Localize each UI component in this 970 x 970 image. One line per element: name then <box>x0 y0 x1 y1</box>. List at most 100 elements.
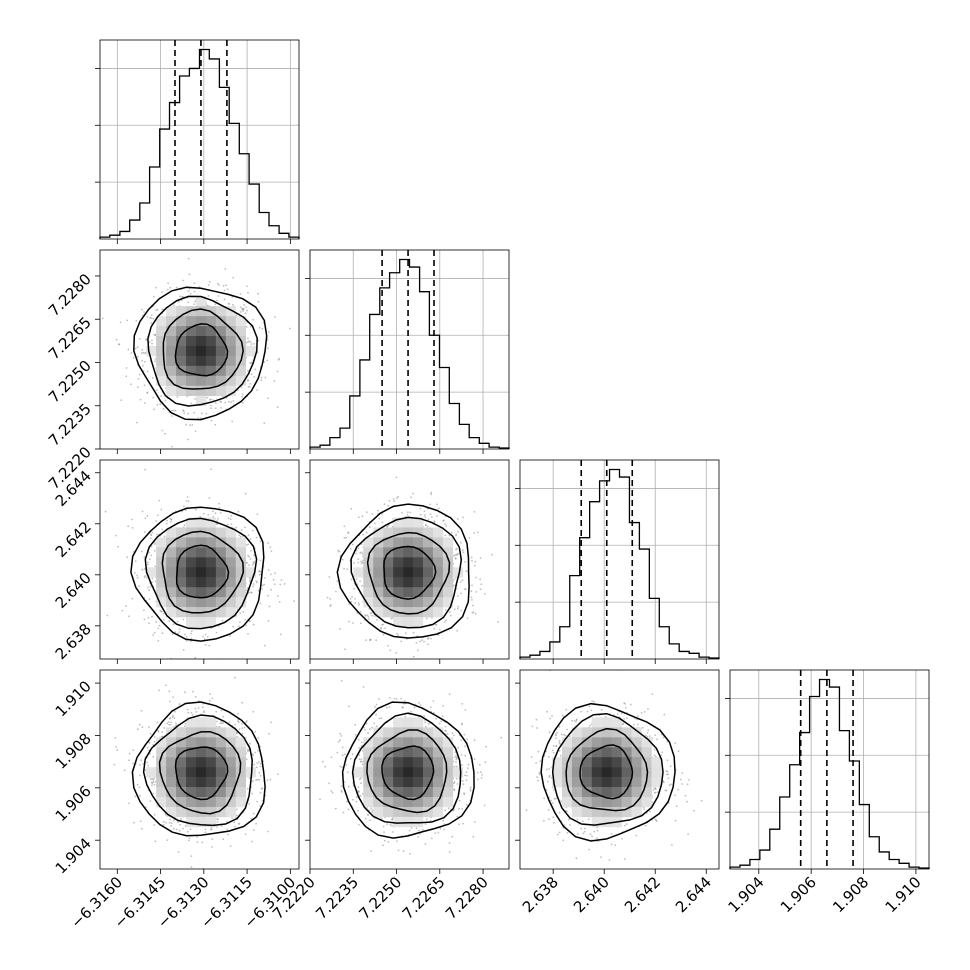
sample-point <box>234 723 237 726</box>
sample-point <box>173 304 175 307</box>
sample-point <box>217 518 219 520</box>
sample-point <box>161 528 164 531</box>
density-cell <box>205 336 217 347</box>
density-cell <box>166 365 177 377</box>
sample-point <box>158 689 161 692</box>
sample-point <box>453 555 455 557</box>
sample-point <box>400 640 403 643</box>
density-cell <box>353 567 364 578</box>
density-cell <box>432 577 444 588</box>
sample-point <box>186 830 189 833</box>
sample-point <box>203 711 205 714</box>
density-cell <box>215 365 227 377</box>
sample-point <box>255 822 257 825</box>
sample-point <box>410 496 412 499</box>
sample-point <box>248 777 251 779</box>
histogram-panel-1 <box>305 249 510 454</box>
sample-point <box>361 561 364 564</box>
density-cell <box>186 336 197 347</box>
density-cell <box>215 597 227 608</box>
density-cell <box>166 355 177 367</box>
sample-point <box>430 493 432 496</box>
sample-point <box>106 614 109 617</box>
sample-point <box>347 531 349 533</box>
density-cell <box>186 587 197 598</box>
scatter-panel-1 <box>95 459 300 664</box>
sample-point <box>471 599 473 601</box>
density-cell <box>195 537 207 548</box>
histogram-bar <box>849 761 859 869</box>
density-cell <box>422 537 434 548</box>
sample-point <box>136 346 139 349</box>
sample-point <box>184 463 186 465</box>
sample-point <box>171 633 174 636</box>
sample-point <box>204 644 207 646</box>
sample-point <box>345 536 348 539</box>
sample-point <box>412 655 415 658</box>
sample-point <box>216 299 218 302</box>
sample-point <box>459 581 462 583</box>
density-cell <box>186 557 197 568</box>
sample-point <box>146 316 149 318</box>
density-cell <box>195 517 207 528</box>
sample-point <box>140 709 143 712</box>
sample-point <box>152 396 155 399</box>
sample-point <box>131 527 134 529</box>
sample-point <box>180 818 182 820</box>
sample-point <box>276 370 279 373</box>
sample-point <box>427 643 429 646</box>
density-cell <box>195 557 207 568</box>
sample-point <box>149 585 152 588</box>
sample-point <box>224 401 227 404</box>
histogram-bar <box>449 404 459 449</box>
density-cell <box>186 375 197 387</box>
sample-point <box>142 364 144 367</box>
density-cell <box>205 617 217 628</box>
sample-point <box>155 620 158 623</box>
sample-point <box>466 617 469 619</box>
sample-point <box>165 522 168 525</box>
sample-point <box>396 632 398 635</box>
density-cell <box>383 537 394 548</box>
density-cell <box>215 306 227 317</box>
sample-point <box>257 737 260 739</box>
sample-point <box>244 526 246 529</box>
sample-point <box>249 341 252 343</box>
sample-point <box>252 754 254 757</box>
sample-point <box>248 340 251 343</box>
density-cell <box>186 567 197 578</box>
sample-point <box>243 726 246 729</box>
sample-point <box>131 518 133 521</box>
sample-point <box>241 395 244 398</box>
sample-point <box>149 558 151 561</box>
density-cell <box>156 375 167 387</box>
sample-point <box>238 728 241 730</box>
sample-point <box>215 631 218 634</box>
sample-point <box>256 800 258 803</box>
sample-point <box>189 292 192 295</box>
density-cell <box>383 597 394 608</box>
density-cell <box>186 385 197 397</box>
sample-point <box>473 532 476 534</box>
sample-point <box>155 309 158 311</box>
sample-point <box>270 721 272 724</box>
sample-point <box>139 764 141 766</box>
density-cell <box>215 607 227 618</box>
density-cell <box>176 306 187 317</box>
sample-point <box>243 304 246 306</box>
contour-line <box>161 530 245 614</box>
density-cell <box>432 537 444 548</box>
sample-point <box>252 583 255 585</box>
sample-point <box>149 732 152 735</box>
sample-point <box>146 391 149 394</box>
sample-point <box>117 343 120 346</box>
density-cell <box>413 537 424 548</box>
sample-point <box>371 513 374 515</box>
sample-point <box>214 407 217 410</box>
sample-point <box>185 635 188 638</box>
sample-point <box>249 325 252 328</box>
sample-point <box>460 592 462 595</box>
histogram-bar <box>780 797 790 869</box>
histogram-bar <box>790 765 800 869</box>
sample-point <box>455 553 458 556</box>
